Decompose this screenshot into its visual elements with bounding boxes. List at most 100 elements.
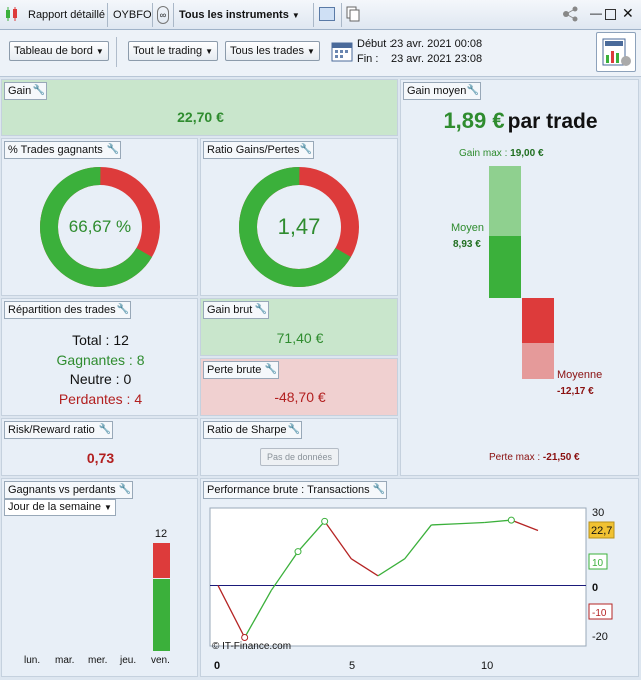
app-title: Rapport détaillé	[28, 9, 106, 21]
perte-brute-value: -48,70 €	[274, 389, 326, 405]
perf-segment	[431, 523, 459, 526]
moyenne-label: Moyenne	[557, 369, 603, 381]
calendar-icon[interactable]	[331, 40, 353, 62]
wrench-icon[interactable]: 🔧	[32, 82, 47, 100]
wrench-icon[interactable]: 🔧	[254, 301, 269, 319]
perte-brute-panel: Perte brute 🔧 -48,70 €	[200, 358, 398, 416]
debut-value: 23 avr. 2021 00:08	[391, 38, 483, 50]
xtick-5: 5	[349, 660, 355, 672]
wrench-icon[interactable]: 🔧	[299, 141, 314, 159]
ratio-gp-panel: Ratio Gains/Pertes 🔧 1,47	[200, 138, 398, 296]
total-row: Total : 12	[2, 331, 199, 351]
moyenne-loss-bar	[522, 298, 554, 343]
gagnantes-value: 8	[136, 351, 145, 368]
candlestick-icon	[4, 6, 20, 22]
moyenne-value: -12,17 €	[557, 386, 594, 397]
gain-moyen-suffix: par trade	[507, 110, 598, 133]
wrench-icon[interactable]: 🔧	[372, 481, 387, 499]
gain-panel: Gain 🔧 22,70 €	[1, 79, 398, 136]
ratio-donut	[239, 167, 359, 287]
chevron-down-icon: ▼	[306, 47, 315, 56]
fin-value: 23 avr. 2021 23:08	[391, 53, 483, 65]
xtick-10: 10	[481, 660, 493, 672]
copy-icon[interactable]	[346, 6, 360, 22]
gvp-title: Gagnants vs perdants	[4, 481, 120, 499]
perf-point	[241, 634, 249, 642]
sharpe-title: Ratio de Sharpe	[203, 421, 291, 439]
wrench-icon[interactable]: 🔧	[98, 421, 113, 439]
perf-segment	[217, 585, 246, 638]
trades-label: Tous les trades	[230, 45, 304, 57]
gain-moyen-title: Gain moyen	[403, 82, 471, 100]
total-label: Total :	[72, 332, 110, 348]
perf-segment	[484, 519, 512, 524]
perf-segment	[350, 558, 379, 577]
trading-dropdown[interactable]: Tout le trading ▼	[128, 41, 219, 61]
total-value: 12	[113, 332, 129, 348]
ytick-m20: -20	[592, 631, 608, 643]
minimize-icon[interactable]: —	[590, 6, 602, 20]
trades-gagnants-panel: % Trades gagnants 🔧 66,67 %	[1, 138, 198, 296]
report-settings-icon[interactable]	[596, 32, 636, 72]
perf-panel: Performance brute : Transactions 🔧 © IT-…	[200, 478, 639, 677]
wrench-icon[interactable]: 🔧	[287, 421, 302, 439]
maximize-icon[interactable]	[605, 9, 616, 20]
wrench-icon[interactable]: 🔧	[106, 141, 121, 159]
gagnantes-row: Gagnantes : 8	[2, 351, 199, 371]
risk-reward-value: 0,73	[86, 450, 115, 466]
badge-m10-text: -10	[592, 608, 607, 619]
chart-window-icon[interactable]	[319, 7, 335, 21]
perf-point	[294, 548, 302, 556]
gain-max-bar	[489, 166, 521, 236]
no-data-button[interactable]: Pas de données	[260, 448, 340, 466]
ytick-30: 30	[592, 507, 604, 519]
perf-segment	[404, 524, 432, 560]
wrench-icon[interactable]: 🔧	[466, 82, 481, 100]
perdantes-label: Perdantes :	[58, 390, 131, 407]
day-label-mer: mer.	[88, 655, 108, 666]
trading-label: Tout le trading	[133, 45, 203, 57]
ratio-value: 1,47	[277, 214, 321, 239]
gain-brut-value: 71,40 €	[276, 330, 324, 346]
badge-10-text: 10	[592, 558, 604, 569]
perdantes-value: 4	[134, 390, 143, 407]
trades-dropdown[interactable]: Tous les trades ▼	[225, 41, 320, 61]
perf-segment	[324, 520, 352, 560]
dashboard-dropdown[interactable]: Tableau de bord ▼	[9, 41, 109, 61]
share-icon[interactable]	[562, 6, 580, 22]
plot-area	[209, 507, 587, 647]
instruments-dropdown[interactable]: Tous les instruments ▼	[179, 9, 300, 21]
repartition-title: Répartition des trades	[4, 301, 120, 319]
ven-win-bar	[153, 579, 170, 651]
neutre-value: 0	[123, 371, 132, 387]
perf-segment	[457, 521, 485, 525]
account-tab[interactable]: OYBFO	[113, 9, 152, 21]
wrench-icon[interactable]: 🔧	[116, 301, 131, 319]
debut-label: Début :	[357, 38, 393, 50]
badge-m10	[588, 603, 613, 620]
perte-max-label: Perte max :	[489, 452, 541, 463]
sharpe-panel: Ratio de Sharpe 🔧 Pas de données	[200, 418, 398, 476]
win-rate-value: 66,67 %	[68, 217, 132, 236]
badge-10	[588, 553, 608, 570]
perte-max-value: -21,50 €	[542, 452, 580, 463]
perte-brute-title: Perte brute	[203, 361, 266, 379]
neutre-label: Neutre :	[69, 371, 120, 387]
win-rate-donut	[40, 167, 160, 287]
wrench-icon[interactable]: 🔧	[264, 361, 279, 379]
title-bar: Rapport détaillé OYBFO ∞ Tous les instru…	[0, 0, 641, 30]
perte-max-bar	[522, 342, 554, 380]
link-icon[interactable]: ∞	[157, 6, 169, 24]
close-icon[interactable]: ✕	[622, 5, 634, 21]
gain-title: Gain	[4, 82, 36, 100]
neutre-row: Neutre : 0	[2, 370, 199, 390]
trades-gagnants-title: % Trades gagnants	[4, 141, 107, 159]
last-value-text: 22,7	[591, 525, 612, 537]
wrench-icon[interactable]: 🔧	[118, 481, 133, 499]
weekday-select[interactable]: Jour de la semaine ▼	[4, 499, 116, 516]
perf-segment	[377, 558, 406, 577]
gain-value: 22,70 €	[177, 109, 224, 125]
gain-max-label: Gain max :	[459, 148, 508, 159]
ytick-0: 0	[592, 582, 598, 594]
fin-label: Fin :	[357, 53, 379, 65]
